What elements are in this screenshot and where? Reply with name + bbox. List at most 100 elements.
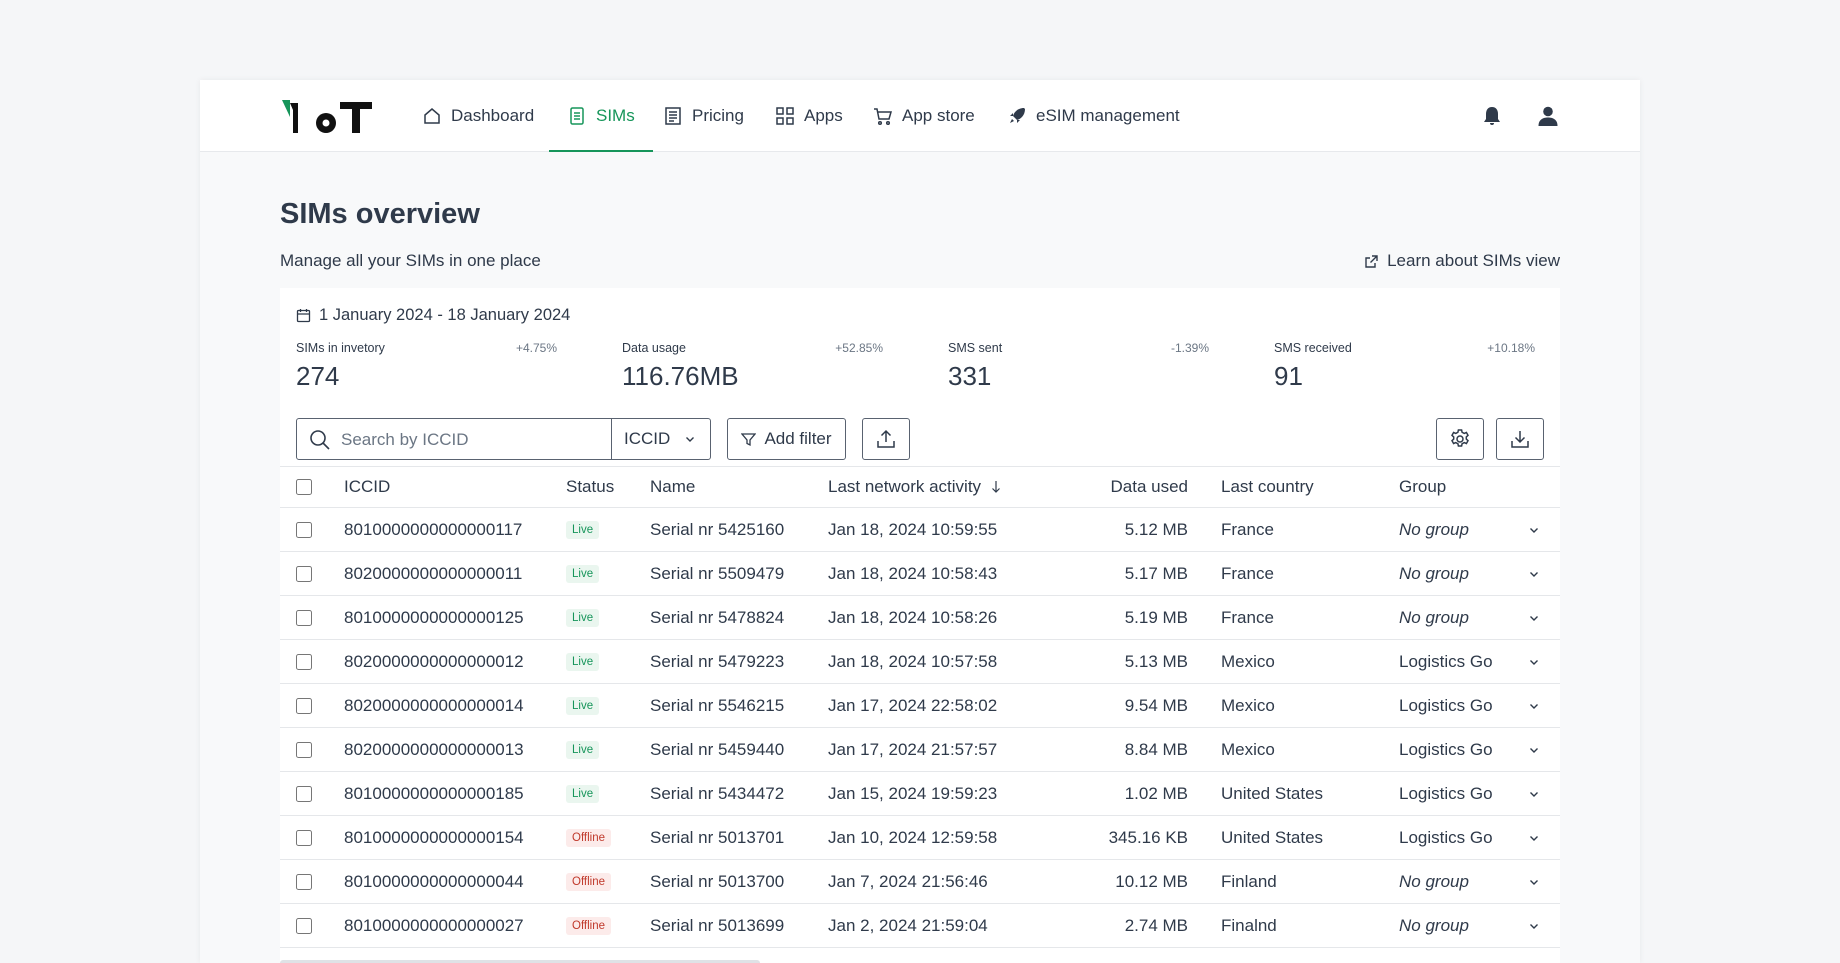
row-checkbox[interactable] <box>296 697 312 714</box>
external-link-icon <box>1365 254 1378 268</box>
home-icon <box>424 107 440 124</box>
row-expand-button[interactable] <box>1528 552 1540 595</box>
nav-app-store-label: App store <box>902 105 975 125</box>
row-checkbox[interactable] <box>296 609 312 626</box>
header-group[interactable]: Group <box>1399 477 1447 496</box>
cell-iccid: 8010000000000000117 <box>344 519 523 539</box>
bell-icon[interactable] <box>1480 104 1504 128</box>
upload-button[interactable] <box>862 418 910 460</box>
cell-country: Mexico <box>1221 739 1275 759</box>
header-data-used[interactable]: Data used <box>1110 477 1189 496</box>
nav-esim-label: eSIM management <box>1036 105 1180 125</box>
search-input[interactable] <box>339 419 613 461</box>
row-checkbox[interactable] <box>296 565 312 582</box>
nav-pricing[interactable]: Pricing <box>663 80 744 151</box>
chevron-down-icon <box>1530 791 1538 797</box>
cell-group: Logistics Go <box>1399 827 1493 847</box>
date-range-picker[interactable]: 1 January 2024 - 18 January 2024 <box>296 306 570 325</box>
row-checkbox[interactable] <box>296 917 312 934</box>
cell-iccid: 8020000000000000014 <box>344 695 524 715</box>
header-activity-label: Last network activity <box>828 477 982 496</box>
nav-sims[interactable]: SIMs <box>549 80 653 152</box>
download-button[interactable] <box>1496 418 1544 460</box>
table-row[interactable]: 8020000000000000011 Live Serial nr 5509479… <box>280 552 1560 596</box>
search-field-select[interactable]: ICCID <box>624 419 696 459</box>
stat-value: 331 <box>948 361 992 391</box>
cell-data-used: 10.12 MB <box>1115 871 1188 891</box>
table-row[interactable]: 8010000000000000154 Offline Serial nr 5013… <box>280 816 1560 860</box>
table-row[interactable]: 8020000000000000012 Live Serial nr 5479223… <box>280 640 1560 684</box>
chevron-down-icon <box>1530 527 1538 533</box>
row-checkbox[interactable] <box>296 653 312 670</box>
table-row[interactable]: 8010000000000000125 Live Serial nr 5478824… <box>280 596 1560 640</box>
table-row[interactable]: 8020000000000000014 Live Serial nr 5546215… <box>280 684 1560 728</box>
table-row[interactable]: 8010000000000000185 Live Serial nr 5434472… <box>280 772 1560 816</box>
row-expand-button[interactable] <box>1528 684 1540 727</box>
row-checkbox[interactable] <box>296 521 312 538</box>
row-expand-button[interactable] <box>1528 816 1540 859</box>
cell-last-activity: Jan 17, 2024 21:57:57 <box>828 739 998 759</box>
add-filter-label: Add filter <box>764 429 832 448</box>
status-badge: Offline <box>566 916 612 935</box>
cell-data-used: 5.19 MB <box>1124 607 1188 627</box>
nav-apps[interactable]: Apps <box>775 80 843 151</box>
page-subtitle: Manage all your SIMs in one place <box>280 251 541 270</box>
status-badge: Live <box>566 696 600 715</box>
cell-status: Live <box>566 596 600 639</box>
cell-last-activity: Jan 18, 2024 10:59:55 <box>828 519 998 539</box>
1ot-logo[interactable] <box>280 97 374 137</box>
nav-pricing-label: Pricing <box>692 105 744 125</box>
header-name[interactable]: Name <box>650 477 696 496</box>
rocket-icon <box>1010 107 1025 123</box>
grid-icon <box>776 106 794 125</box>
row-expand-button[interactable] <box>1528 860 1540 903</box>
cell-data-used: 2.74 MB <box>1124 915 1188 935</box>
row-checkbox[interactable] <box>296 741 312 758</box>
row-expand-button[interactable] <box>1528 596 1540 639</box>
nav-app-store[interactable]: App store <box>873 80 975 151</box>
header-iccid[interactable]: ICCID <box>344 477 391 496</box>
row-expand-button[interactable] <box>1528 728 1540 771</box>
nav-esim-management[interactable]: eSIM management <box>1007 80 1180 151</box>
cell-group: No group <box>1399 915 1469 935</box>
row-expand-button[interactable] <box>1528 772 1540 815</box>
cell-data-used: 5.13 MB <box>1124 651 1188 671</box>
date-range-label: 1 January 2024 - 18 January 2024 <box>319 306 571 324</box>
row-checkbox[interactable] <box>296 785 312 802</box>
row-expand-button[interactable] <box>1528 904 1540 947</box>
header-status[interactable]: Status <box>566 477 615 496</box>
cell-name: Serial nr 5013700 <box>650 871 785 891</box>
cell-iccid: 8010000000000000027 <box>344 915 524 935</box>
search-box: ICCID <box>296 418 711 461</box>
cell-name: Serial nr 5013701 <box>650 827 785 847</box>
header-last-country[interactable]: Last country <box>1221 477 1314 496</box>
cell-data-used: 8.84 MB <box>1124 739 1188 759</box>
chevron-down-icon <box>1530 659 1538 665</box>
horizontal-scrollbar[interactable] <box>280 960 760 963</box>
cell-country: United States <box>1221 783 1324 803</box>
nav-dashboard[interactable]: Dashboard <box>422 80 534 151</box>
user-icon[interactable] <box>1536 104 1560 128</box>
table-row[interactable]: 8010000000000000044 Offline Serial nr 5013… <box>280 860 1560 904</box>
status-badge: Live <box>566 652 600 671</box>
learn-about-sims-link[interactable]: Learn about SIMs view <box>1364 251 1560 271</box>
select-all-checkbox[interactable] <box>296 479 312 495</box>
gear-icon <box>1451 429 1469 447</box>
header-last-network-activity[interactable]: Last network activity <box>828 467 1001 507</box>
cell-country: Finalnd <box>1221 915 1277 935</box>
row-checkbox[interactable] <box>296 873 312 890</box>
row-checkbox[interactable] <box>296 829 312 846</box>
table-row[interactable]: 8010000000000000117 Live Serial nr 5425160… <box>280 508 1560 552</box>
table-row[interactable]: 8010000000000000027 Offline Serial nr 5013… <box>280 904 1560 948</box>
stat-change: +52.85% <box>835 341 883 355</box>
pricing-icon <box>665 106 681 125</box>
row-expand-button[interactable] <box>1528 508 1540 551</box>
sort-down-arrow-icon <box>992 481 1000 493</box>
add-filter-button[interactable]: Add filter <box>727 418 846 460</box>
cell-status: Live <box>566 552 600 595</box>
chevron-down-icon <box>686 437 695 442</box>
table-row[interactable]: 8020000000000000013 Live Serial nr 5459440… <box>280 728 1560 772</box>
cell-name: Serial nr 5425160 <box>650 519 785 539</box>
settings-button[interactable] <box>1436 418 1484 460</box>
row-expand-button[interactable] <box>1528 640 1540 683</box>
